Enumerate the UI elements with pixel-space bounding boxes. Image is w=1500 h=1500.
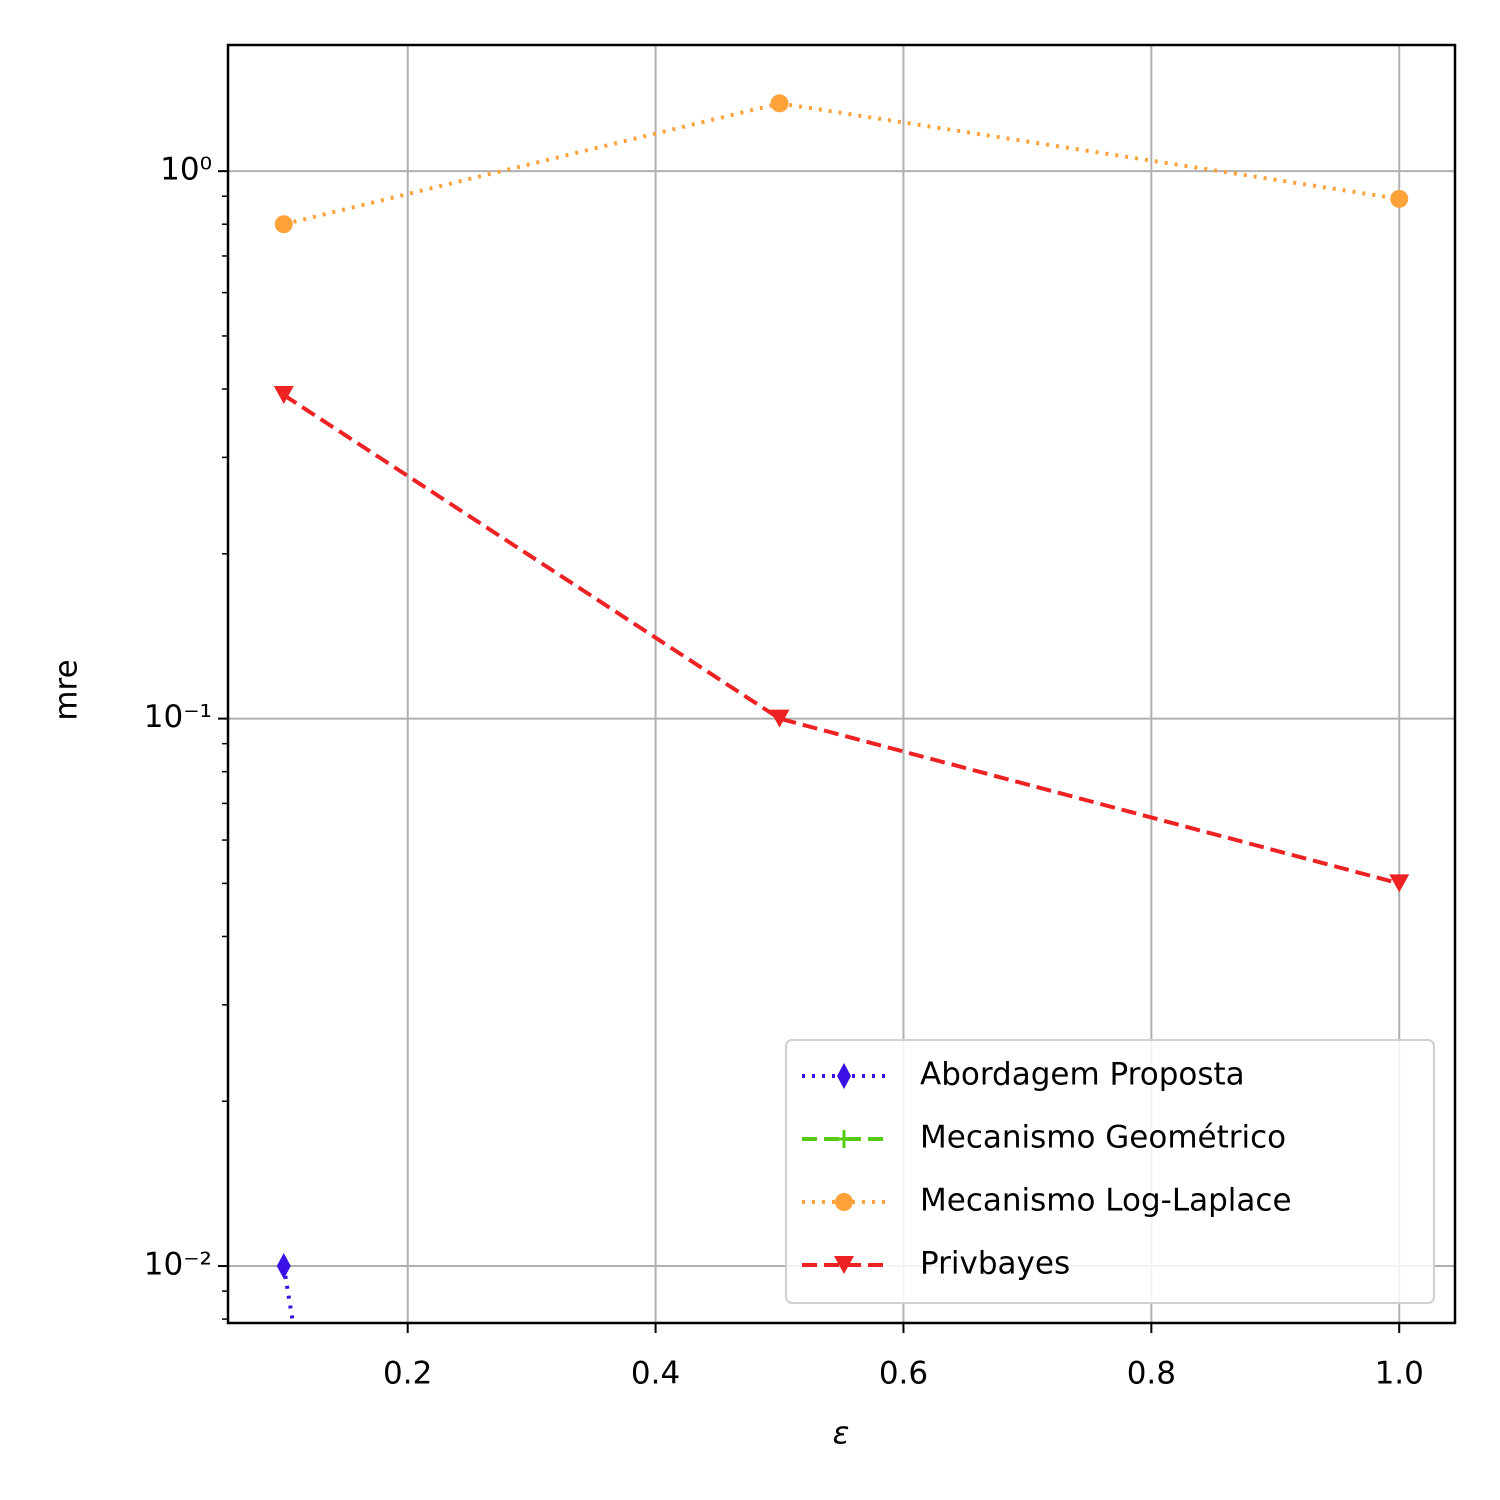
legend-label: Privbayes	[920, 1246, 1070, 1282]
legend: Abordagem Proposta Mecanismo Geométrico Me…	[785, 1039, 1435, 1304]
legend-label: Mecanismo Log-Laplace	[920, 1183, 1292, 1219]
axes-frame	[226, 43, 1457, 1325]
legend-box	[785, 1039, 1435, 1304]
marker	[276, 1253, 291, 1280]
marker	[837, 1063, 851, 1089]
x-tick-label: 0.4	[631, 1356, 680, 1392]
marker	[835, 1130, 853, 1148]
y-axis-label: mre	[49, 659, 85, 720]
y-tick-label: 10⁰	[160, 152, 212, 188]
y-tick-label: 10⁻²	[144, 1247, 212, 1283]
x-tick-label: 0.8	[1127, 1356, 1176, 1392]
x-axis-label: ε	[833, 1416, 850, 1452]
marker	[769, 709, 790, 728]
marker	[1390, 189, 1409, 208]
plot-area	[273, 94, 1410, 1323]
marker	[274, 215, 293, 234]
y-tick-label: 10⁻¹	[144, 699, 212, 735]
x-tick-label: 0.2	[383, 1356, 432, 1392]
marker	[1389, 874, 1410, 893]
marker	[834, 1256, 854, 1274]
x-tick-label: 1.0	[1375, 1356, 1424, 1392]
marker	[835, 1193, 853, 1211]
legend-label: Mecanismo Geométrico	[920, 1120, 1286, 1156]
x-tick-label: 0.6	[879, 1356, 928, 1392]
legend-label: Abordagem Proposta	[920, 1057, 1245, 1093]
marker	[273, 386, 294, 405]
axes: 0.2 0.4 0.6 0.8 1.0 10⁻² 10⁻¹ 10⁰	[144, 152, 1424, 1392]
marker	[770, 94, 789, 113]
series-line	[282, 393, 1400, 886]
